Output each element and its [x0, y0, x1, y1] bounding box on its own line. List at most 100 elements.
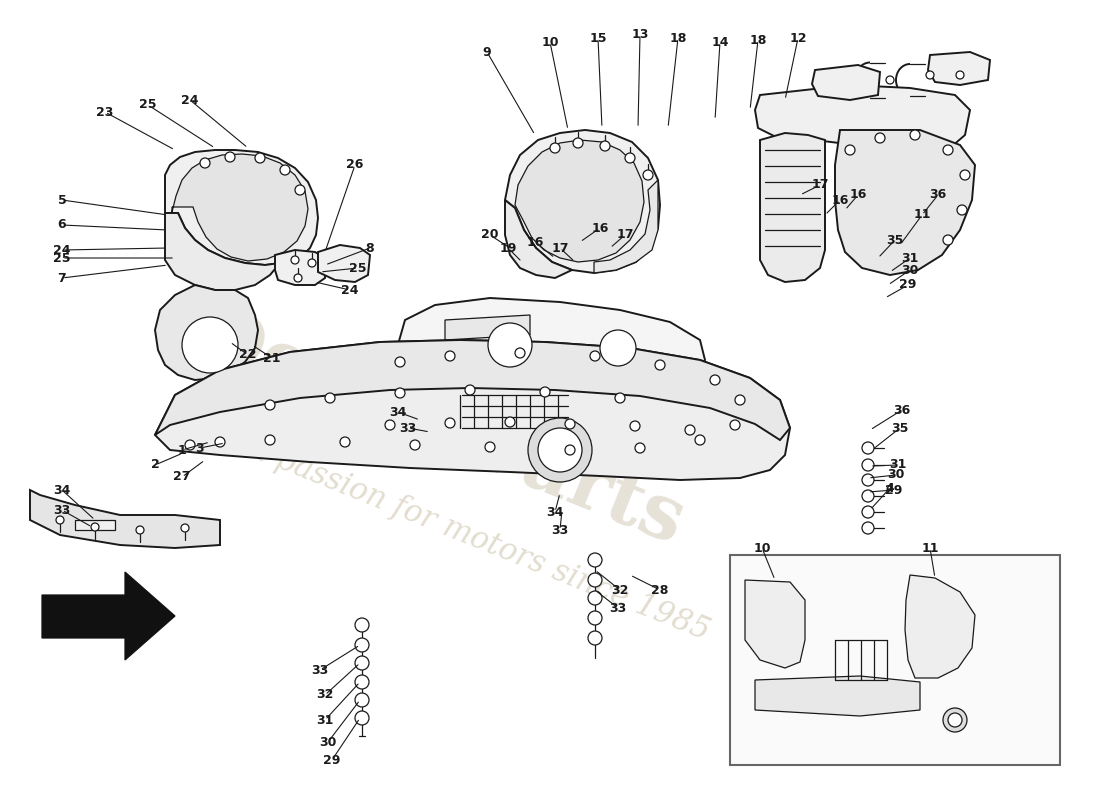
Circle shape [588, 591, 602, 605]
Text: 16: 16 [526, 235, 543, 249]
Polygon shape [446, 315, 530, 340]
Polygon shape [835, 130, 975, 275]
Text: 18: 18 [669, 31, 686, 45]
Circle shape [355, 675, 368, 689]
Circle shape [355, 711, 368, 725]
Circle shape [926, 71, 934, 79]
Polygon shape [318, 245, 370, 282]
Circle shape [385, 420, 395, 430]
Polygon shape [155, 340, 790, 480]
Circle shape [355, 693, 368, 707]
Text: 32: 32 [317, 689, 333, 702]
Circle shape [910, 130, 920, 140]
Text: 23: 23 [97, 106, 113, 118]
Text: 33: 33 [609, 602, 627, 614]
Text: 33: 33 [551, 523, 569, 537]
Circle shape [862, 490, 874, 502]
Circle shape [588, 553, 602, 567]
Circle shape [292, 256, 299, 264]
Circle shape [600, 330, 636, 366]
Text: 30: 30 [319, 735, 337, 749]
Circle shape [654, 360, 666, 370]
Text: 17: 17 [812, 178, 828, 191]
Circle shape [226, 152, 235, 162]
Text: 36: 36 [893, 403, 911, 417]
Circle shape [874, 133, 886, 143]
Circle shape [294, 274, 302, 282]
Text: 24: 24 [182, 94, 199, 106]
Text: 30: 30 [888, 469, 904, 482]
Circle shape [355, 656, 368, 670]
Text: 34: 34 [53, 483, 70, 497]
Polygon shape [760, 133, 825, 282]
Circle shape [214, 437, 225, 447]
Circle shape [943, 708, 967, 732]
Circle shape [136, 526, 144, 534]
Polygon shape [75, 520, 116, 530]
Circle shape [540, 387, 550, 397]
Polygon shape [905, 575, 975, 678]
Text: 12: 12 [790, 31, 806, 45]
Circle shape [862, 459, 874, 471]
Text: 20: 20 [482, 229, 498, 242]
Text: 11: 11 [922, 542, 938, 554]
Circle shape [395, 388, 405, 398]
Circle shape [355, 638, 368, 652]
Text: 26: 26 [346, 158, 364, 171]
Circle shape [948, 713, 962, 727]
Text: 25: 25 [350, 262, 366, 274]
Text: 25: 25 [140, 98, 156, 111]
Circle shape [295, 185, 305, 195]
Circle shape [446, 351, 455, 361]
Polygon shape [505, 130, 660, 273]
Circle shape [590, 351, 600, 361]
Polygon shape [515, 140, 644, 262]
Text: 28: 28 [651, 583, 669, 597]
Circle shape [200, 158, 210, 168]
Circle shape [735, 395, 745, 405]
Circle shape [265, 435, 275, 445]
Text: 14: 14 [712, 35, 728, 49]
Text: 24: 24 [341, 283, 359, 297]
Circle shape [862, 474, 874, 486]
Circle shape [685, 425, 695, 435]
Text: 33: 33 [54, 503, 70, 517]
Circle shape [588, 631, 602, 645]
Text: 10: 10 [754, 542, 771, 554]
Circle shape [600, 141, 610, 151]
Text: 6: 6 [57, 218, 66, 231]
Circle shape [255, 153, 265, 163]
Circle shape [644, 170, 653, 180]
Circle shape [515, 348, 525, 358]
Text: 18: 18 [749, 34, 767, 46]
Text: 1: 1 [177, 443, 186, 457]
Circle shape [635, 443, 645, 453]
Circle shape [280, 165, 290, 175]
Polygon shape [594, 180, 658, 273]
Text: 30: 30 [901, 263, 918, 277]
Circle shape [550, 143, 560, 153]
Circle shape [845, 145, 855, 155]
Text: 17: 17 [616, 229, 634, 242]
Circle shape [410, 440, 420, 450]
Circle shape [886, 76, 894, 84]
Circle shape [615, 393, 625, 403]
Circle shape [395, 357, 405, 367]
Text: 33: 33 [311, 663, 329, 677]
Text: a passion for motors since 1985: a passion for motors since 1985 [245, 433, 715, 647]
Circle shape [960, 170, 970, 180]
Circle shape [308, 259, 316, 267]
Text: 32: 32 [612, 583, 629, 597]
Circle shape [446, 418, 455, 428]
Polygon shape [172, 154, 308, 261]
Text: 35: 35 [887, 234, 904, 246]
Circle shape [265, 400, 275, 410]
Circle shape [588, 611, 602, 625]
Text: 16: 16 [849, 189, 867, 202]
Circle shape [710, 375, 720, 385]
Text: 29: 29 [900, 278, 916, 291]
Circle shape [324, 393, 336, 403]
Circle shape [565, 445, 575, 455]
Text: 29: 29 [323, 754, 341, 766]
Text: 33: 33 [399, 422, 417, 434]
